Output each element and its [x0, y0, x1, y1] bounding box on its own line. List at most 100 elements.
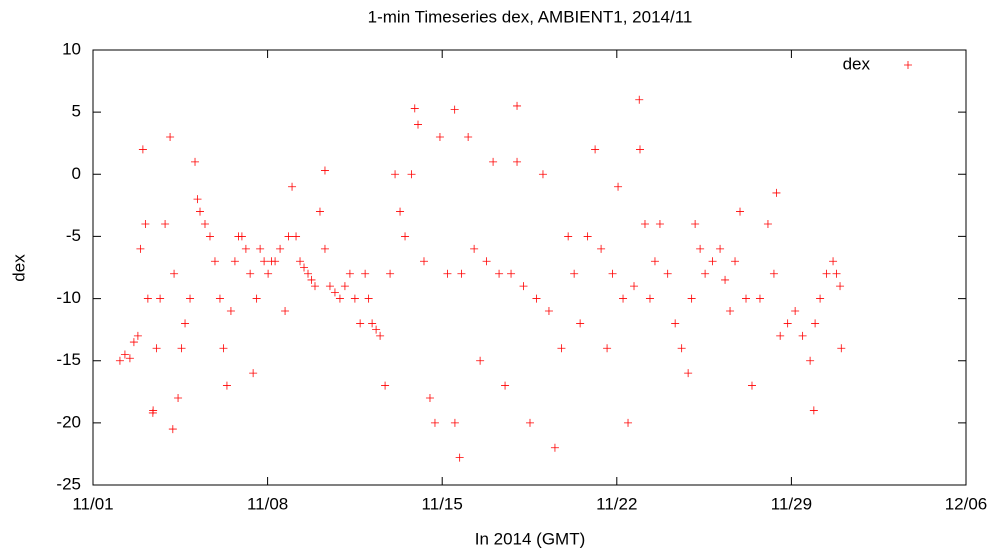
- point: [246, 269, 255, 278]
- point: [376, 331, 385, 340]
- point: [772, 188, 781, 197]
- point: [219, 344, 228, 353]
- point: [345, 269, 354, 278]
- point: [292, 232, 301, 241]
- point: [141, 220, 150, 228]
- point: [671, 319, 680, 328]
- point: [783, 319, 792, 328]
- point: [288, 182, 297, 191]
- x-axis-label: In 2014 (GMT): [475, 529, 586, 548]
- point: [624, 418, 633, 427]
- point: [532, 294, 541, 303]
- y-tick-label: -25: [56, 474, 81, 493]
- x-tick-label: 11/29: [771, 494, 812, 513]
- point: [271, 257, 280, 266]
- point: [264, 269, 273, 278]
- point: [619, 294, 628, 303]
- point: [364, 294, 373, 303]
- point: [350, 294, 359, 303]
- point: [226, 307, 235, 315]
- point: [186, 294, 195, 303]
- point: [340, 282, 349, 291]
- point: [115, 356, 124, 365]
- point: [296, 257, 305, 266]
- point: [513, 101, 522, 110]
- point: [677, 344, 686, 353]
- point: [196, 207, 205, 216]
- point: [368, 319, 377, 328]
- point: [425, 394, 434, 402]
- point: [443, 269, 452, 278]
- point: [836, 282, 845, 291]
- point: [315, 207, 324, 216]
- point: [450, 105, 459, 114]
- point: [361, 269, 370, 278]
- point: [513, 157, 522, 166]
- y-tick-label: -20: [56, 412, 81, 431]
- y-tick-label: -15: [56, 350, 81, 369]
- point: [391, 170, 400, 179]
- point: [736, 207, 745, 216]
- point: [381, 381, 390, 390]
- point: [252, 294, 261, 303]
- point: [650, 257, 659, 266]
- point: [120, 350, 129, 359]
- point: [507, 269, 516, 278]
- point: [276, 244, 285, 253]
- x-tick-label: 11/01: [72, 494, 113, 513]
- point: [691, 220, 700, 228]
- point: [538, 170, 547, 179]
- point: [414, 120, 423, 129]
- point: [205, 232, 214, 241]
- point: [721, 275, 730, 284]
- point: [330, 288, 339, 297]
- y-tick-label: -10: [56, 288, 81, 307]
- point: [430, 418, 439, 427]
- point: [564, 232, 573, 241]
- point: [170, 269, 179, 278]
- point: [603, 344, 612, 353]
- point: [281, 307, 290, 315]
- chart-title: 1-min Timeseries dex, AMBIENT1, 2014/11: [368, 7, 693, 26]
- point: [635, 145, 644, 154]
- point: [655, 220, 664, 228]
- point: [519, 282, 528, 291]
- point: [256, 244, 265, 253]
- x-tick-label: 11/08: [247, 494, 288, 513]
- point: [798, 331, 807, 340]
- x-tick-label: 12/06: [945, 494, 988, 513]
- point: [410, 104, 419, 113]
- point: [687, 294, 696, 303]
- legend-marker: [904, 61, 912, 69]
- point: [684, 369, 693, 378]
- point: [576, 319, 585, 328]
- point: [645, 294, 654, 303]
- point: [495, 269, 504, 278]
- y-tick-label: 5: [72, 102, 81, 121]
- point: [152, 344, 161, 353]
- point: [210, 257, 219, 266]
- point: [501, 381, 510, 390]
- point: [806, 356, 815, 365]
- point: [525, 418, 534, 427]
- point: [614, 182, 623, 191]
- point: [489, 157, 498, 166]
- point: [304, 269, 313, 278]
- point: [470, 244, 479, 253]
- x-tick-label: 11/22: [596, 494, 637, 513]
- point: [663, 269, 672, 278]
- point: [230, 257, 239, 266]
- point: [310, 282, 319, 291]
- point: [161, 220, 170, 228]
- point: [181, 319, 190, 328]
- point: [168, 425, 177, 434]
- point: [129, 338, 138, 347]
- point: [822, 269, 831, 278]
- point: [583, 232, 592, 241]
- point: [608, 269, 617, 278]
- point: [396, 207, 405, 216]
- point: [482, 257, 491, 266]
- point: [193, 195, 202, 204]
- point: [133, 331, 142, 340]
- point: [696, 244, 705, 253]
